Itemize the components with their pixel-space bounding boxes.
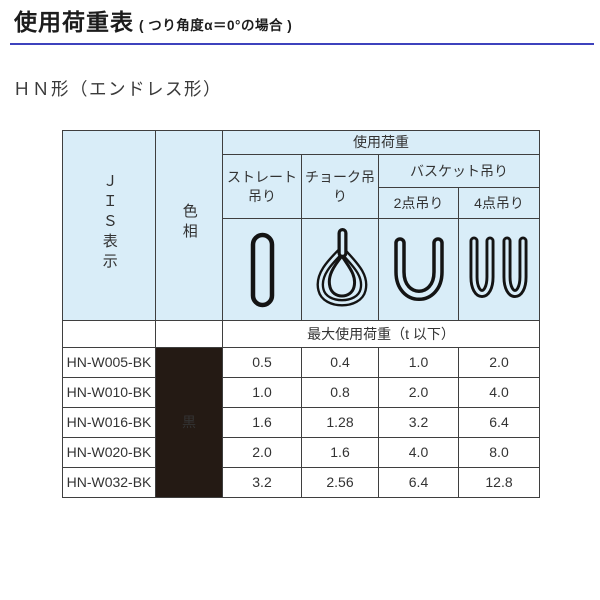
load-value: 1.0: [378, 347, 459, 378]
basket-2point-icon: [393, 236, 444, 301]
load-capacity-table: ＪＩＳ表示 色相 使用荷重 ストレート吊り チョーク吊り バスケット吊り 2点吊…: [62, 130, 540, 498]
page-title-row: 使用荷重表 ( つり角度α＝0°の場合 ): [14, 9, 592, 37]
table-row: HN-W020-BK 2.0 1.6 4.0 8.0: [62, 437, 540, 468]
jis-vertical-label: ＪＩＳ表示: [100, 173, 118, 274]
load-value: 2.0: [458, 347, 540, 378]
load-value: 3.2: [378, 407, 459, 438]
section-subtitle: ＨＮ形（エンドレス形）: [13, 79, 222, 99]
load-value: 4.0: [458, 377, 540, 408]
page-title-note: ( つり角度α＝0°の場合 ): [139, 17, 293, 33]
load-value: 8.0: [458, 437, 540, 468]
load-value: 4.0: [378, 437, 459, 468]
col-header-basket: バスケット吊り: [378, 154, 540, 188]
load-value: 12.8: [458, 467, 540, 498]
load-value: 6.4: [458, 407, 540, 438]
table-row: HN-W005-BK 黒 0.5 0.4 1.0 2.0: [62, 347, 540, 498]
load-value: 6.4: [378, 467, 459, 498]
hue-value-cell: 黒: [155, 347, 223, 498]
load-value: 1.6: [301, 437, 379, 468]
icon-cell-straight: [222, 218, 302, 321]
hue-vertical-label: 色相: [180, 203, 198, 244]
table-row: HN-W016-BK 1.6 1.28 3.2 6.4: [62, 407, 540, 438]
load-value: 1.0: [222, 377, 302, 408]
load-value: 2.0: [222, 437, 302, 468]
spacer-cell-jis: [62, 320, 156, 348]
table-row: HN-W010-BK 1.0 0.8 2.0 4.0: [62, 377, 540, 408]
jis-code: HN-W010-BK: [62, 377, 156, 408]
load-value: 3.2: [222, 467, 302, 498]
col-header-hue: 色相: [155, 130, 223, 321]
title-underline-rule: [10, 43, 594, 45]
load-value: 2.0: [378, 377, 459, 408]
basket-4point-icon: [469, 236, 527, 298]
max-load-banner: 最大使用荷重（t 以下）: [222, 320, 540, 348]
icon-cell-basket-4pt: [458, 218, 540, 321]
col-header-straight: ストレート吊り: [222, 154, 302, 219]
col-header-jis: ＪＩＳ表示: [62, 130, 156, 321]
table-row: HN-W032-BK 3.2 2.56 6.4 12.8: [62, 467, 540, 498]
spacer-cell-hue: [155, 320, 223, 348]
load-value: 0.8: [301, 377, 379, 408]
choke-sling-icon: [316, 227, 367, 306]
jis-code: HN-W032-BK: [62, 467, 156, 498]
col-header-choke: チョーク吊り: [301, 154, 379, 219]
load-value: 0.5: [222, 347, 302, 378]
load-value: 2.56: [301, 467, 379, 498]
jis-code: HN-W005-BK: [62, 347, 156, 378]
icon-cell-choke: [301, 218, 379, 321]
jis-code: HN-W016-BK: [62, 407, 156, 438]
load-value: 0.4: [301, 347, 379, 378]
jis-code: HN-W020-BK: [62, 437, 156, 468]
straight-sling-icon: [250, 232, 274, 307]
load-value: 1.6: [222, 407, 302, 438]
col-header-load: 使用荷重: [222, 130, 540, 155]
col-header-basket-2pt: 2点吊り: [378, 187, 459, 219]
icon-cell-basket-2pt: [378, 218, 459, 321]
page-title: 使用荷重表: [14, 9, 134, 35]
col-header-basket-4pt: 4点吊り: [458, 187, 540, 219]
load-value: 1.28: [301, 407, 379, 438]
